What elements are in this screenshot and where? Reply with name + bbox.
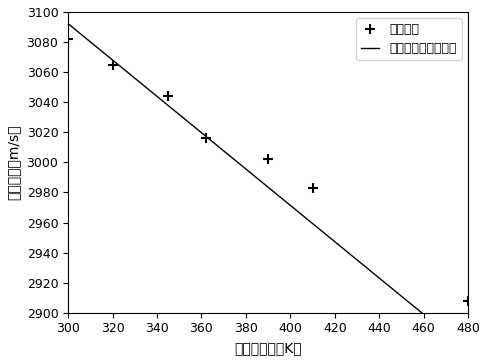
Line: 最小二乘法拟合曲线: 最小二乘法拟合曲线 <box>68 24 468 351</box>
实验数据 <box>310 186 316 190</box>
Line: 实验数据: 实验数据 <box>63 34 473 362</box>
实验数据 <box>110 62 115 67</box>
实验数据 <box>465 299 471 303</box>
最小二乘法拟合曲线 <box>303 216 309 220</box>
最小二乘法拟合曲线 <box>67 22 73 27</box>
实验数据 <box>265 157 271 161</box>
实验数据 <box>203 136 209 140</box>
实验数据 <box>65 37 71 41</box>
实验数据 <box>165 94 171 98</box>
最小二乘法拟合曲线 <box>402 297 408 302</box>
最小二乘法拟合曲线 <box>302 215 308 219</box>
X-axis label: 铝试件温度（K）: 铝试件温度（K） <box>234 341 302 355</box>
Legend: 实验数据, 最小二乘法拟合曲线: 实验数据, 最小二乘法拟合曲线 <box>356 18 462 60</box>
Y-axis label: 超声波速（m/s）: 超声波速（m/s） <box>7 125 21 200</box>
最小二乘法拟合曲线 <box>310 222 316 226</box>
最小二乘法拟合曲线 <box>428 318 433 322</box>
最小二乘法拟合曲线 <box>465 349 471 353</box>
最小二乘法拟合曲线 <box>65 21 71 26</box>
